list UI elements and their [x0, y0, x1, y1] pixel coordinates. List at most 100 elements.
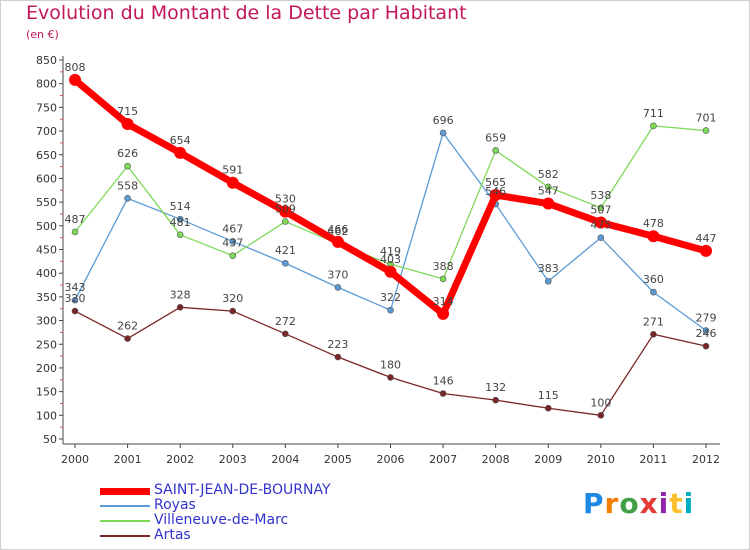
data-point [489, 189, 502, 202]
legend-label: SAINT-JEAN-DE-BOURNAY [154, 482, 331, 498]
data-point [176, 231, 184, 239]
legend-label: Villeneuve-de-Marc [154, 512, 289, 528]
logo-letter: P [583, 487, 605, 520]
data-point [439, 129, 447, 137]
data-point [279, 205, 292, 218]
data-label: 478 [643, 217, 664, 230]
data-label: 475 [590, 219, 611, 232]
y-tick-label: 150 [36, 386, 57, 399]
data-point [226, 176, 239, 189]
y-tick-label: 200 [36, 362, 57, 375]
series-line-saint-jean-de-bournay [71, 76, 710, 318]
chart-axes: 50 100 150 200 250 300 350 400 450 500 550 600 650 70… [36, 54, 720, 466]
data-label: 180 [380, 358, 401, 371]
data-point [229, 252, 237, 259]
data-label: 481 [170, 216, 191, 229]
data-point [334, 284, 342, 291]
series-royas [71, 129, 710, 334]
data-point [387, 306, 394, 314]
data-point [71, 228, 79, 236]
data-label: 146 [433, 375, 454, 388]
data-point [702, 342, 710, 350]
data-label: 314 [433, 295, 454, 308]
data-label: 591 [222, 164, 243, 177]
data-point [71, 296, 79, 304]
x-tick-label: 2001 [114, 453, 142, 466]
y-tick-label: 450 [36, 244, 57, 257]
x-tick-label: 2000 [61, 453, 89, 466]
data-point [437, 307, 450, 320]
data-label: 507 [590, 203, 611, 216]
data-label: 272 [275, 315, 296, 328]
data-label: 711 [643, 107, 664, 120]
x-tick-label: 2007 [429, 453, 457, 466]
y-tick-label: 400 [36, 267, 57, 280]
chart-title: Evolution du Montant de la Dette par Hab… [26, 2, 467, 24]
data-label: 547 [538, 185, 559, 198]
data-point [650, 122, 657, 130]
data-label: 467 [222, 222, 243, 235]
y-tick-label: 700 [36, 125, 57, 138]
data-point [124, 195, 131, 202]
logo-letter: r [604, 487, 620, 520]
data-point [71, 307, 79, 315]
data-label: 279 [696, 312, 717, 325]
data-point [282, 218, 289, 225]
x-tick-label: 2012 [692, 453, 720, 466]
data-point [229, 238, 237, 245]
x-tick-label: 2002 [166, 453, 194, 466]
data-label: 437 [222, 237, 243, 250]
data-point [597, 234, 605, 241]
data-point [544, 183, 552, 191]
y-tick-label: 600 [36, 172, 57, 185]
data-label: 403 [380, 253, 401, 266]
y-tick-label: 550 [36, 196, 57, 209]
data-point [492, 396, 499, 404]
data-point [650, 331, 657, 338]
data-point [176, 303, 184, 311]
legend-swatch [100, 535, 150, 537]
data-label: 538 [590, 189, 611, 202]
data-label: 696 [433, 114, 454, 127]
legend-swatch [100, 505, 150, 507]
data-label: 419 [380, 245, 401, 258]
x-tick-label: 2009 [534, 453, 562, 466]
data-point [544, 277, 552, 285]
data-point [121, 117, 134, 130]
x-tick-label: 2011 [639, 453, 667, 466]
data-point [69, 73, 81, 86]
data-label: 360 [643, 273, 664, 286]
y-tick-label: 500 [36, 220, 57, 233]
data-label: 626 [117, 147, 138, 160]
data-point [334, 353, 342, 361]
data-label: 509 [275, 203, 296, 216]
series-saint-jean-de-bournay [69, 73, 712, 320]
data-label: 421 [275, 244, 296, 257]
data-label: 320 [65, 292, 86, 305]
x-tick-label: 2006 [377, 453, 405, 466]
data-point [124, 162, 131, 170]
chart-unit: (en €) [26, 28, 59, 41]
data-label: 701 [696, 112, 717, 125]
proxiti-logo: Proxiti [583, 487, 694, 520]
data-label: 115 [538, 389, 559, 402]
series-layer [69, 73, 712, 419]
legend-swatch [100, 487, 150, 495]
data-label: 659 [485, 131, 506, 144]
x-tick-label: 2008 [482, 453, 510, 466]
data-point [174, 146, 187, 159]
x-tick-label: 2004 [271, 453, 299, 466]
data-point [650, 288, 657, 296]
data-point [702, 327, 710, 334]
data-label: 462 [327, 225, 348, 238]
data-point [700, 244, 712, 257]
legend-label: Artas [154, 527, 191, 543]
x-tick-label: 2003 [219, 453, 247, 466]
x-tick-label: 2005 [324, 453, 352, 466]
logo-letter: x [639, 487, 659, 520]
data-point [702, 127, 710, 134]
data-label: 271 [643, 315, 664, 328]
data-point [282, 259, 289, 267]
data-label: 328 [170, 288, 191, 301]
